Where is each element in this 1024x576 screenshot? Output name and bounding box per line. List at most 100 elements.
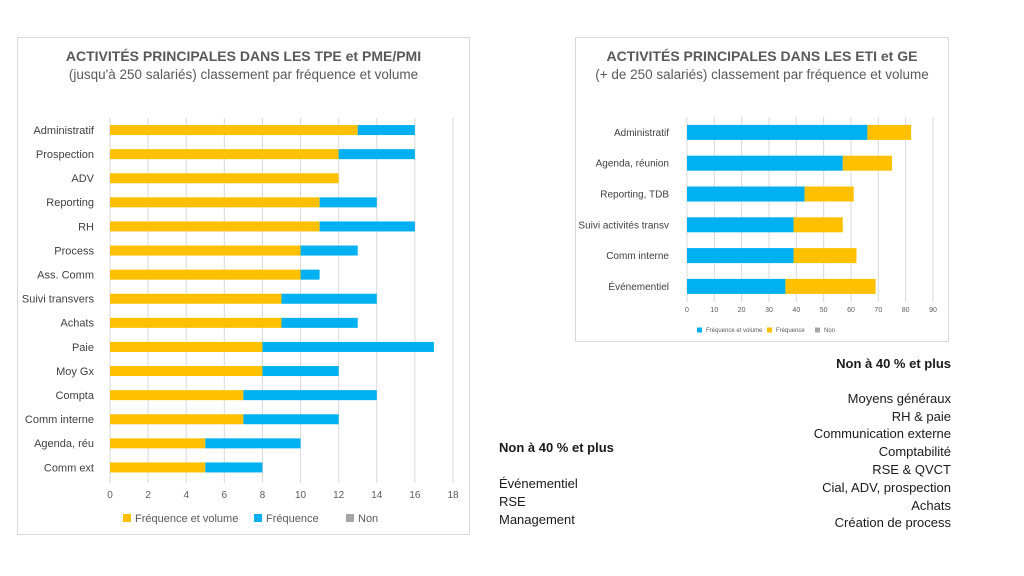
x-tick-label: 70 xyxy=(874,307,882,314)
bar-freq-volume xyxy=(110,341,263,352)
x-tick-label: 6 xyxy=(222,490,228,501)
x-tick-label: 12 xyxy=(333,490,345,501)
x-tick-label: 10 xyxy=(295,490,307,501)
x-tick-label: 30 xyxy=(765,307,773,314)
notes-item: RSE xyxy=(499,494,526,509)
bar-freq xyxy=(281,317,358,328)
bar-freq-volume xyxy=(110,269,301,280)
chart-panel-tpe-pme: ACTIVITÉS PRINCIPALES DANS LES TPE et PM… xyxy=(17,37,470,535)
bar-freq-volume xyxy=(110,366,263,377)
bar-freq xyxy=(300,269,320,280)
chart-subtitle: (+ de 250 salariés) classement par fréqu… xyxy=(595,67,929,82)
legend-swatch xyxy=(697,327,702,333)
category-label: Suivi activités transv xyxy=(578,220,669,231)
bar-freq-volume xyxy=(687,248,794,264)
category-label: Moy Gx xyxy=(56,366,94,378)
bar-freq-volume xyxy=(687,155,843,171)
notes-item: Comptabilité xyxy=(878,444,951,460)
legend-label: Fréquence et volume xyxy=(706,328,763,334)
bar-freq xyxy=(205,438,301,449)
category-label: Agenda, réu xyxy=(34,438,94,450)
notes-item: Management xyxy=(499,512,575,527)
legend-label: Non xyxy=(358,513,378,525)
notes-item: Communication externe xyxy=(813,426,951,442)
x-tick-label: 90 xyxy=(929,307,937,314)
bar-freq-volume xyxy=(110,462,206,473)
legend-swatch xyxy=(254,514,262,522)
bar-freq-volume xyxy=(110,438,206,449)
x-tick-label: 8 xyxy=(260,490,266,501)
x-tick-label: 40 xyxy=(792,307,800,314)
x-tick-label: 0 xyxy=(107,490,113,501)
notes-item: Création de process xyxy=(834,515,951,531)
legend-label: Non xyxy=(824,328,835,334)
bar-freq xyxy=(867,124,912,140)
notes-left: Non à 40 % et plus Événementiel RSE Mana… xyxy=(499,439,699,529)
x-tick-label: 14 xyxy=(371,490,383,501)
chart-svg-eti-ge: 0 10 20 30 40 50 60 70 80 90 Administratif Agenda, … xyxy=(578,117,937,334)
bar-freq xyxy=(785,278,876,294)
bar-freq-volume xyxy=(110,414,244,425)
bar-freq xyxy=(262,366,339,377)
category-label: Comm interne xyxy=(25,414,94,426)
category-label: Prospection xyxy=(36,149,94,161)
chart-subtitle: (jusqu'à 250 salariés) classement par fr… xyxy=(68,67,419,82)
chart-panel-eti-ge: ACTIVITÉS PRINCIPALES DANS LES ETI et GE… xyxy=(575,37,949,342)
notes-item: RSE & QVCT xyxy=(872,461,951,477)
notes-item: Événementiel xyxy=(499,476,578,491)
bar-freq-volume xyxy=(110,125,358,136)
bar-freq xyxy=(262,341,434,352)
bar-freq-volume xyxy=(110,173,339,184)
bar-freq-volume xyxy=(110,197,320,208)
notes-heading: Non à 40 % et plus xyxy=(836,356,951,371)
x-tick-label: 2 xyxy=(145,490,151,501)
chart-title: ACTIVITÉS PRINCIPALES DANS LES TPE et PM… xyxy=(65,48,422,64)
category-label: Agenda, réunion xyxy=(596,159,669,170)
legend-swatch xyxy=(815,327,820,333)
category-label: Comm ext xyxy=(44,462,94,474)
legend-label: Fréquence xyxy=(776,328,805,334)
bar-freq-volume xyxy=(687,124,868,140)
legend-label: Fréquence xyxy=(266,513,319,525)
x-tick-label: 0 xyxy=(685,307,689,314)
notes-item: Moyens généraux xyxy=(847,390,951,406)
x-tick-label: 60 xyxy=(847,307,855,314)
bar-freq xyxy=(205,462,263,473)
bar-freq-volume xyxy=(110,245,301,256)
category-label: Reporting, TDB xyxy=(600,190,669,201)
x-tick-label: 4 xyxy=(183,490,189,501)
bar-freq-volume xyxy=(110,149,339,160)
bar-freq xyxy=(243,414,339,425)
category-label: Administratif xyxy=(614,128,669,139)
bar-freq xyxy=(793,248,857,264)
category-label: Compta xyxy=(55,390,94,402)
bar-freq xyxy=(804,186,854,202)
bar-freq xyxy=(281,293,377,304)
category-label: ADV xyxy=(71,173,94,185)
x-tick-label: 18 xyxy=(447,490,459,501)
category-label: Reporting xyxy=(46,197,94,209)
category-label: Comm interne xyxy=(606,251,669,262)
notes-item: RH & paie xyxy=(891,408,951,424)
legend-label: Fréquence et volume xyxy=(135,513,238,525)
bar-freq xyxy=(793,217,843,233)
legend-swatch xyxy=(767,327,772,333)
category-label: Process xyxy=(54,245,94,257)
bar-freq-volume xyxy=(110,317,282,328)
bar-freq-volume xyxy=(110,221,320,232)
chart-svg-tpe-pme: 0 2 4 6 8 10 12 14 16 18 Administratif Prospection A… xyxy=(22,118,459,525)
category-label: Suivi transvers xyxy=(22,294,95,306)
legend-swatch xyxy=(346,514,354,522)
category-label: Administratif xyxy=(33,125,94,137)
legend-swatch xyxy=(123,514,131,522)
bar-freq xyxy=(319,221,415,232)
notes-right: Non à 40 % et plus Moyens généraux RH & … xyxy=(691,355,951,532)
bar-freq xyxy=(842,155,892,171)
notes-item: Achats xyxy=(911,497,951,513)
bar-freq xyxy=(357,125,415,136)
category-label: Événementiel xyxy=(608,280,669,293)
bar-freq-volume xyxy=(687,217,794,233)
notes-item: Cial, ADV, prospection xyxy=(822,479,951,495)
bar-freq xyxy=(243,390,377,401)
chart-title: ACTIVITÉS PRINCIPALES DANS LES ETI et GE xyxy=(606,48,918,64)
